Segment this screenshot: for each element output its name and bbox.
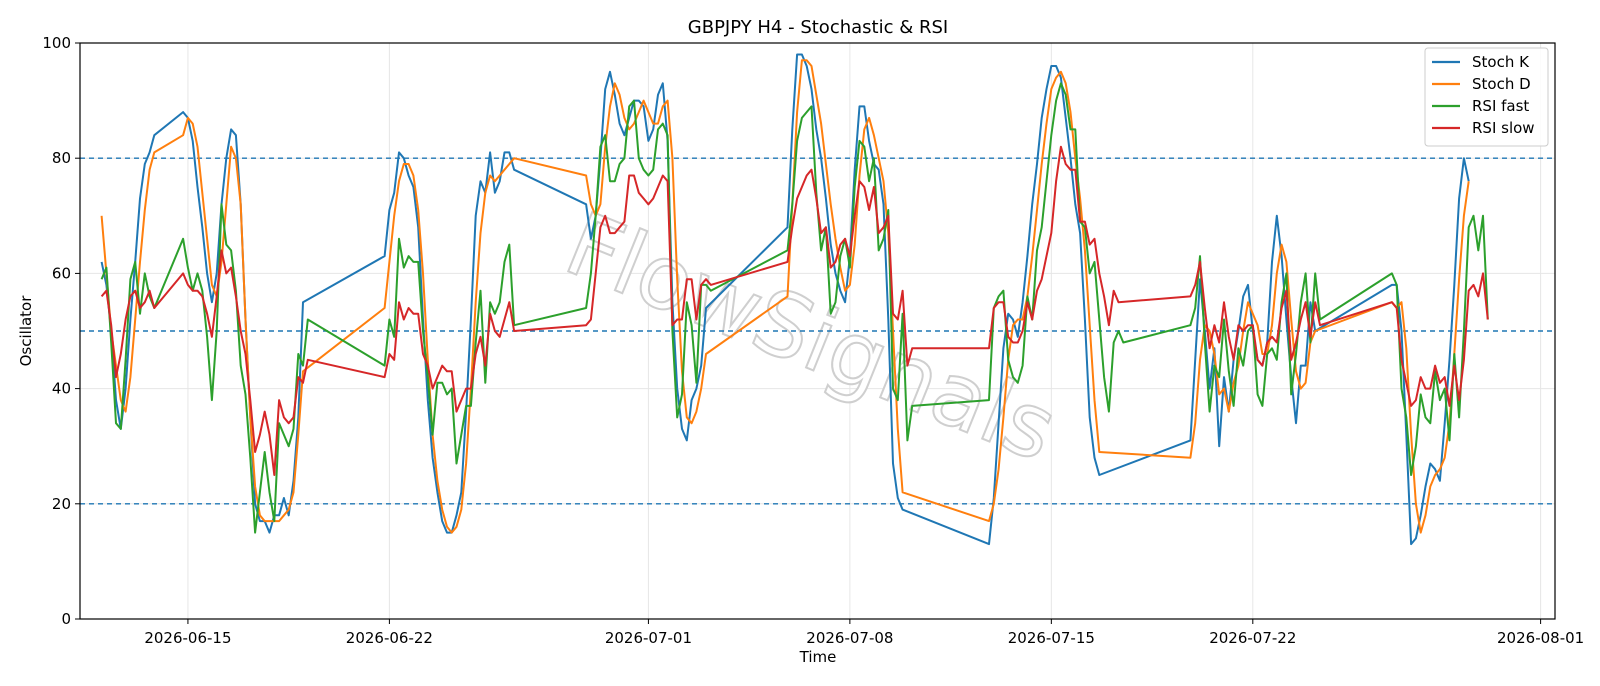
y-tick-label: 0 bbox=[61, 610, 71, 628]
legend-box bbox=[1424, 47, 1549, 147]
plot-frame bbox=[79, 42, 1556, 620]
x-tick-label: 2026-08-01 bbox=[1497, 629, 1584, 647]
x-tick-label: 2026-07-15 bbox=[1008, 629, 1095, 647]
x-tick-label: 2026-07-08 bbox=[806, 629, 893, 647]
x-tick-label: 2026-07-22 bbox=[1209, 629, 1296, 647]
series-line-rsi-fast bbox=[100, 82, 1489, 534]
legend-label-rsi-slow: RSI slow bbox=[1472, 119, 1535, 137]
legend: Stoch K Stoch D RSI fast RSI slow bbox=[1424, 47, 1549, 147]
x-tick-label: 2026-06-22 bbox=[346, 629, 433, 647]
legend-label-stoch-k: Stoch K bbox=[1472, 53, 1530, 71]
y-tick-label: 100 bbox=[42, 34, 71, 52]
series-line-stoch-d bbox=[100, 59, 1470, 534]
x-axis-ticks: 2026-06-15 2026-06-22 2026-07-01 2026-07-08… bbox=[144, 619, 1584, 647]
legend-label-stoch-d: Stoch D bbox=[1472, 75, 1531, 93]
series-line-rsi-slow bbox=[100, 145, 1489, 476]
y-tick-label: 40 bbox=[52, 380, 71, 398]
y-tick-label: 20 bbox=[52, 495, 71, 513]
y-axis-label: Oscillator bbox=[17, 295, 35, 367]
legend-label-rsi-fast: RSI fast bbox=[1472, 97, 1529, 115]
y-tick-label: 80 bbox=[52, 149, 71, 167]
chart-title: GBPJPY H4 - Stochastic & RSI bbox=[688, 17, 948, 38]
x-axis-label: Time bbox=[799, 648, 837, 666]
x-tick-label: 2026-06-15 bbox=[144, 629, 231, 647]
y-tick-label: 60 bbox=[52, 264, 71, 282]
series-lines bbox=[100, 53, 1489, 546]
x-tick-label: 2026-07-01 bbox=[605, 629, 692, 647]
y-axis-ticks: 0 20 40 60 80 100 bbox=[42, 34, 80, 628]
